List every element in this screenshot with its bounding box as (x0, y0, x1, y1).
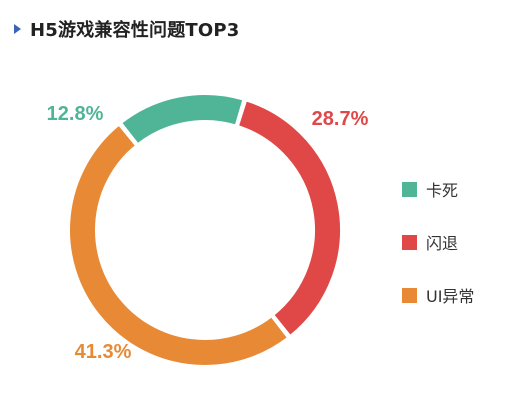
donut-slice-1 (68, 123, 290, 367)
legend-swatch-1 (402, 235, 417, 250)
legend-swatch-2 (402, 288, 417, 303)
legend-swatch-0 (402, 182, 417, 197)
legend-label-1: 闪退 (426, 234, 458, 253)
percentage-label-2: 12.8% (47, 103, 104, 125)
legend-label-2: UI异常 (426, 287, 474, 306)
donut-slice-0 (236, 99, 342, 338)
percentage-label-1: 41.3% (75, 341, 132, 363)
chart-title-row: H5游戏兼容性问题TOP3 (14, 16, 240, 42)
donut-slices (68, 93, 342, 367)
donut-slice-2 (119, 93, 245, 146)
title-arrow-icon (14, 24, 21, 34)
percentage-labels: 28.7% 41.3% 12.8% (47, 103, 369, 363)
legend-label-0: 卡死 (426, 181, 458, 200)
chart-title: H5游戏兼容性问题TOP3 (30, 20, 240, 41)
percentage-label-0: 28.7% (312, 108, 369, 130)
